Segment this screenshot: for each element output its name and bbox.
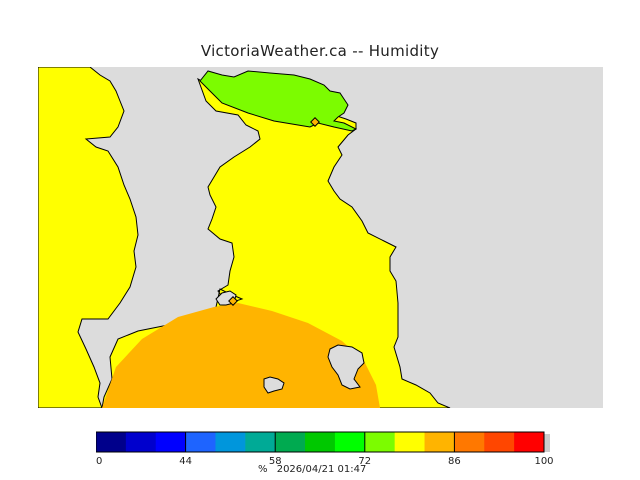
scale-band [305,432,336,452]
island-east [327,344,365,390]
humidity-color-scale: 30 44 58 72 86 100 [96,431,554,465]
chart-title: VictoriaWeather.ca -- Humidity [200,42,440,60]
scale-tick-label: 30 [96,456,102,465]
scale-tick-label: 86 [448,456,461,465]
scale-band [424,432,455,452]
scale-tick-label: 58 [269,456,282,465]
scale-band [275,432,306,452]
scale-band [334,432,366,452]
scale-band [96,432,127,452]
timestamp: 2026/04/21 01:47 [276,464,367,475]
scale-band [125,432,157,452]
humidity-band-yellow-west [38,67,139,408]
station-victoria [228,296,238,306]
scale-band [514,432,545,452]
scale-band [215,432,246,452]
station-north [310,117,320,127]
humidity-map [38,67,603,408]
scale-band [454,432,485,452]
scale-shadow [544,434,550,452]
humidity-band-orange [102,303,380,408]
island-small [263,376,285,394]
scale-tick-label: 72 [358,456,371,465]
scale-band [364,432,396,452]
scale-tick-label: 44 [179,456,192,465]
scale-band [484,432,515,452]
humidity-band-green [199,70,358,132]
scale-tick-label: 100 [534,456,553,465]
scale-band [155,432,187,452]
unit-label: % [258,464,268,475]
footer: % 2026/04/21 01:47 [258,464,372,475]
scale-band [394,432,426,452]
scale-band [185,432,216,452]
scale-band [245,432,276,452]
